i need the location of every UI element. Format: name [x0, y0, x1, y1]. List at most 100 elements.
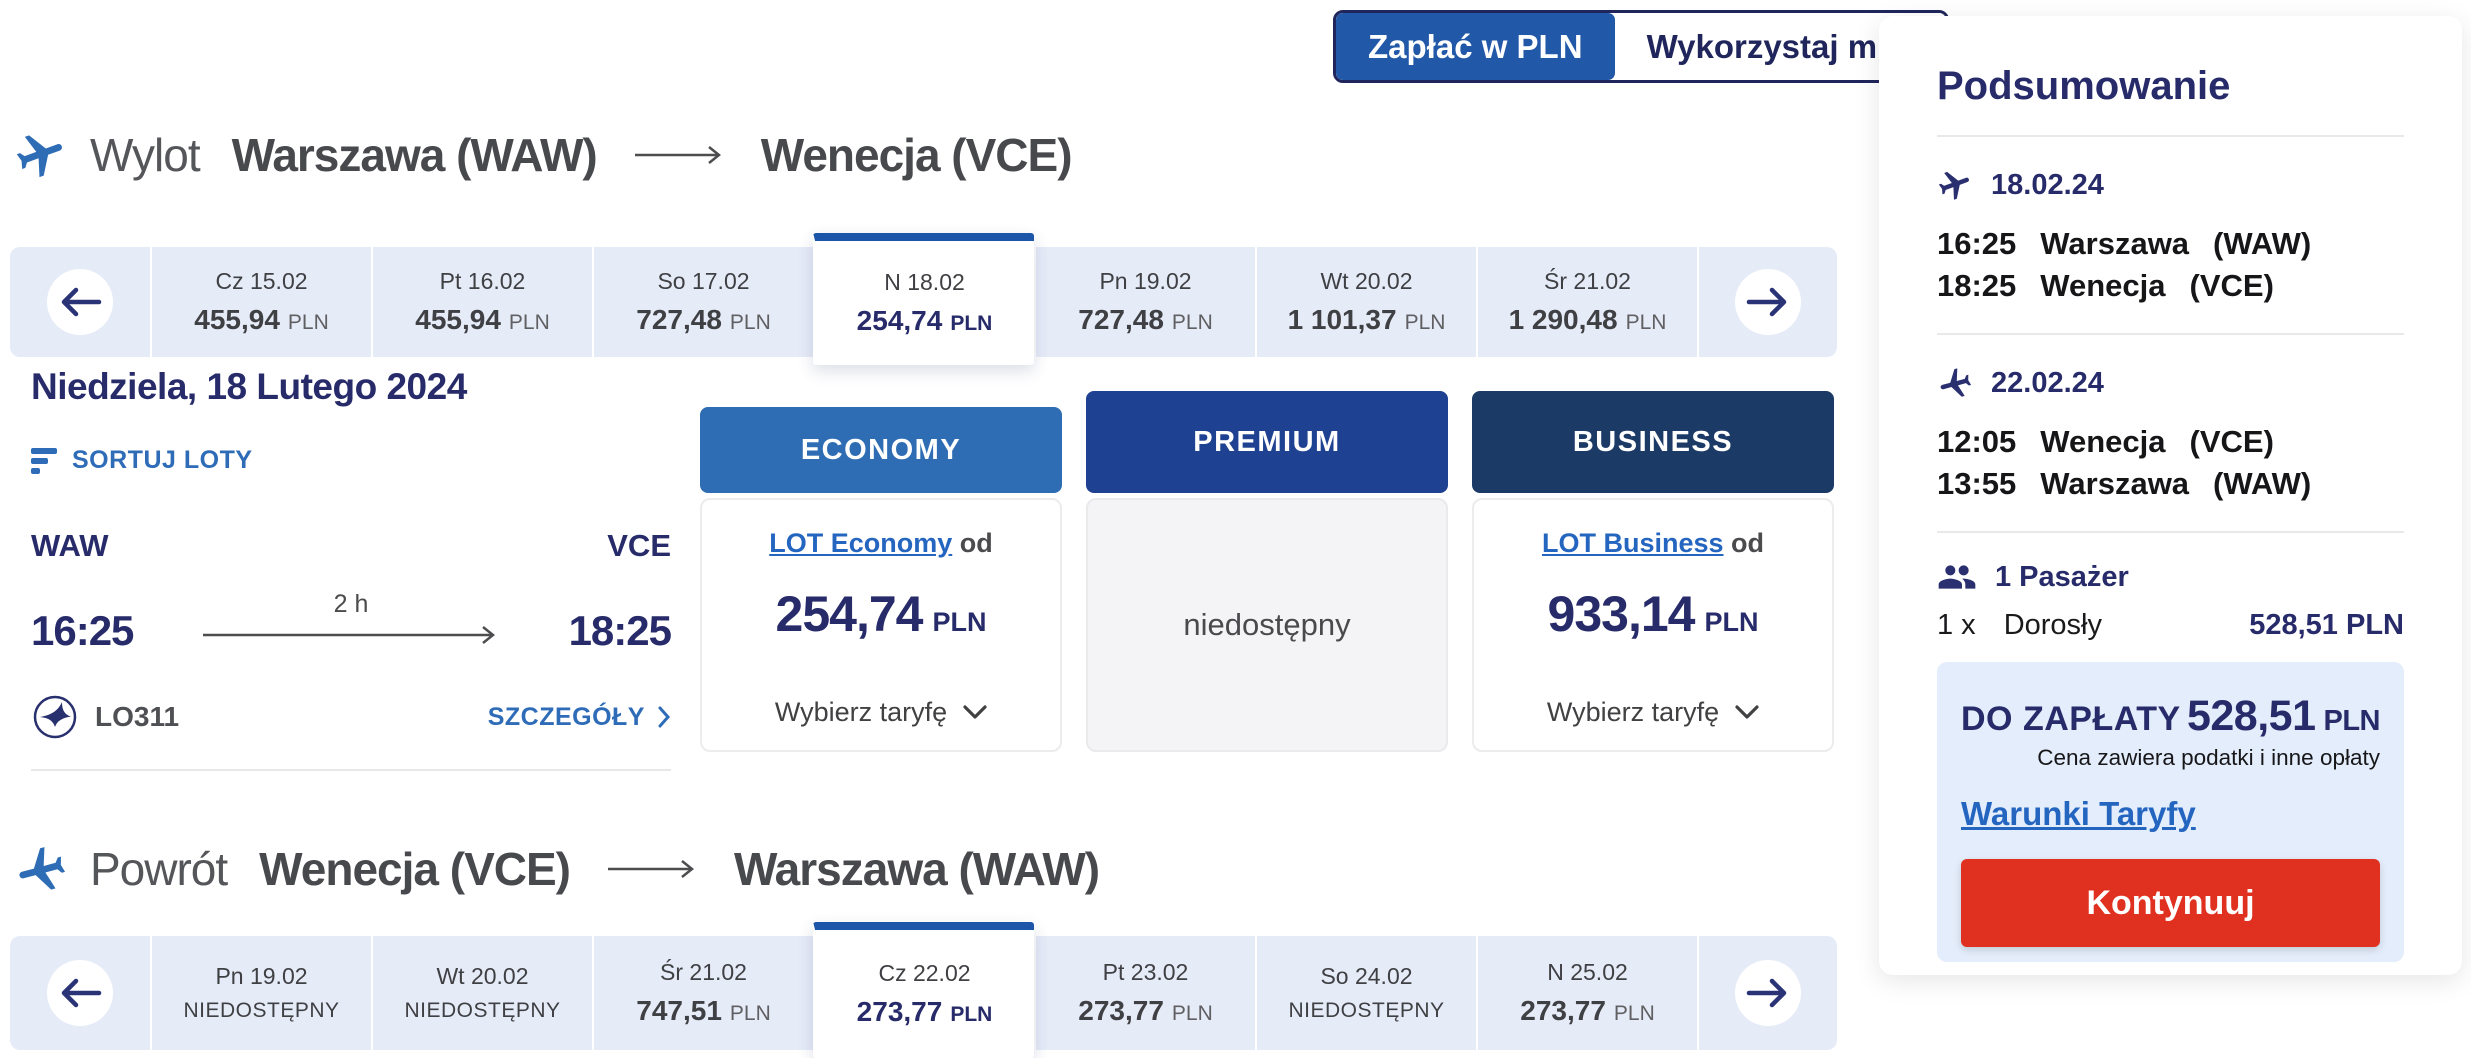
continue-button[interactable]: Kontynuuj: [1961, 859, 2380, 947]
route-arrow-icon: [634, 146, 721, 164]
carousel-prev-button[interactable]: [47, 960, 113, 1026]
fare-header-business: BUSINESS: [1472, 391, 1834, 493]
outbound-date-carousel: Cz 15.02 455,94 PLN Pt 16.02 455,94 PLN So…: [10, 233, 1837, 365]
carousel-prev-button[interactable]: [47, 269, 113, 335]
date-unavailable: NIEDOSTĘPNY: [183, 999, 340, 1022]
sort-flights-button[interactable]: SORTUJ LOTY: [31, 446, 253, 475]
passengers-icon: [1938, 565, 1976, 589]
date-price: 1 290,48 PLN: [1508, 304, 1667, 335]
date-price: 727,48 PLN: [636, 304, 771, 335]
outbound-origin: Warszawa (WAW): [231, 129, 598, 181]
divider: [1937, 333, 2404, 335]
carousel-next-icon: [1746, 978, 1787, 1008]
date-option[interactable]: So 17.02 727,48 PLN: [592, 247, 813, 357]
date-price: 273,77 PLN: [1078, 995, 1213, 1026]
departure-plane-icon: [1938, 171, 1969, 200]
passenger-price: 528,51 PLN: [2249, 609, 2404, 641]
destination-code: VCE: [607, 528, 671, 563]
date-option-selected[interactable]: N 18.02 254,74 PLN: [813, 233, 1034, 365]
sort-icon: [31, 447, 57, 474]
date-label: Wt 20.02: [436, 963, 529, 989]
date-label: Śr 21.02: [1544, 268, 1631, 294]
divider: [1937, 135, 2404, 137]
outbound-label: Wylot: [90, 129, 201, 181]
select-fare-button[interactable]: Wybierz taryfę: [1474, 697, 1832, 728]
date-option[interactable]: Pt 16.02 455,94 PLN: [371, 247, 592, 357]
fare-brand-link[interactable]: LOT Business: [1541, 528, 1724, 558]
date-label: N 18.02: [884, 269, 965, 295]
flight-number: LO311: [95, 701, 180, 732]
pay-in-pln-button[interactable]: Zapłać w PLN: [1336, 13, 1615, 80]
flight-card: WAW VCE 16:25 2 h 18:25 LO311 SZCZEGÓŁY: [31, 528, 672, 771]
summary-line: 16:25 Warszawa (WAW): [1937, 226, 2312, 261]
inbound-date: 22.02.24: [1991, 366, 2104, 399]
fare-conditions-link[interactable]: Warunki Taryfy: [1961, 795, 2196, 832]
date-label: So 24.02: [1320, 963, 1413, 989]
summary-inbound-segment: 22.02.24 12:05 Wenecja (VCE) 13:55 Warszawa…: [1937, 365, 2404, 505]
date-option[interactable]: Śr 21.02 747,51 PLN: [592, 936, 813, 1050]
currency-toggle: Zapłać w PLN Wykorzystaj mile: [1333, 10, 1949, 83]
arrival-plane-icon: [1940, 368, 1972, 397]
date-option-selected[interactable]: Cz 22.02 273,77 PLN: [813, 922, 1034, 1058]
fare-card-premium: PREMIUM niedostępny: [1086, 391, 1448, 752]
date-option[interactable]: Wt 20.02 1 101,37 PLN: [1255, 247, 1476, 357]
outbound-date: 18.02.24: [1991, 168, 2104, 201]
total-amount: 528,51 PLN: [2186, 692, 2381, 740]
date-price: 455,94 PLN: [415, 304, 550, 335]
divider: [1937, 531, 2404, 533]
date-option[interactable]: Śr 21.02 1 290,48 PLN: [1476, 247, 1697, 357]
summary-title: Podsumowanie: [1937, 64, 2231, 108]
select-fare-button[interactable]: Wybierz taryfę: [702, 697, 1060, 728]
total-label: DO ZAPŁATY: [1961, 700, 2181, 738]
date-price: 254,74 PLN: [856, 305, 993, 336]
passengers-count: 1 Pasażer: [1995, 560, 2129, 593]
chevron-down-icon: [1735, 705, 1759, 719]
date-price: 727,48 PLN: [1078, 304, 1213, 335]
date-option[interactable]: Pn 19.02 727,48 PLN: [1034, 247, 1255, 357]
outbound-destination: Wenecja (VCE): [760, 129, 1073, 181]
date-label: Pn 19.02: [1099, 268, 1192, 294]
date-option[interactable]: N 25.02 273,77 PLN: [1476, 936, 1697, 1050]
date-price: 1 101,37 PLN: [1287, 304, 1446, 335]
selected-date-heading: Niedziela, 18 Lutego 2024: [31, 366, 467, 407]
fare-price: 254,74 PLN: [775, 586, 987, 642]
date-label: Wt 20.02: [1320, 268, 1413, 294]
arrival-time: 18:25: [568, 607, 672, 654]
carousel-next-icon: [1746, 287, 1787, 317]
inbound-date-carousel: Pn 19.02 NIEDOSTĘPNY Wt 20.02 NIEDOSTĘPN…: [10, 922, 1837, 1058]
inbound-carousel-prev: [10, 936, 150, 1050]
carousel-next-button[interactable]: [1735, 269, 1801, 335]
summary-line: 18:25 Wenecja (VCE): [1937, 268, 2274, 303]
date-label: N 25.02: [1547, 959, 1628, 985]
flight-details-link[interactable]: SZCZEGÓŁY: [488, 703, 671, 732]
date-option-unavailable[interactable]: Pn 19.02 NIEDOSTĘPNY: [150, 936, 371, 1050]
sort-label: SORTUJ LOTY: [72, 446, 253, 474]
flight-duration: 2 h: [333, 590, 369, 618]
inbound-label: Powrót: [90, 843, 228, 895]
fare-header-economy: ECONOMY: [700, 407, 1062, 493]
taxes-note: Cena zawiera podatki i inne opłaty: [2037, 745, 2380, 770]
date-label: So 17.02: [657, 268, 750, 294]
date-option-unavailable[interactable]: So 24.02 NIEDOSTĘPNY: [1255, 936, 1476, 1050]
summary-panel: Podsumowanie 18.02.24 16:25 Warszawa (WAW)…: [1879, 16, 2462, 975]
payment-box: DO ZAPŁATY 528,51 PLN Cena zawiera podatk…: [1937, 662, 2404, 962]
date-unavailable: NIEDOSTĘPNY: [1288, 999, 1445, 1022]
date-option-unavailable[interactable]: Wt 20.02 NIEDOSTĘPNY: [371, 936, 592, 1050]
arrival-plane-icon: [19, 847, 66, 890]
outbound-carousel-prev: [10, 247, 150, 357]
date-label: Pn 19.02: [215, 963, 308, 989]
departure-time: 16:25: [31, 607, 134, 654]
passengers-section: 1 Pasażer 1 x Dorosły 528,51 PLN: [1937, 557, 2404, 642]
fare-brand-link[interactable]: LOT Economy: [769, 528, 953, 558]
date-label: Pt 16.02: [439, 268, 526, 294]
date-unavailable: NIEDOSTĘPNY: [404, 999, 561, 1022]
date-option[interactable]: Cz 15.02 455,94 PLN: [150, 247, 371, 357]
chevron-down-icon: [963, 705, 987, 719]
route-arrow-icon: [607, 860, 694, 878]
carousel-next-button[interactable]: [1735, 960, 1801, 1026]
date-option[interactable]: Pt 23.02 273,77 PLN: [1034, 936, 1255, 1050]
date-label: Śr 21.02: [660, 959, 747, 985]
fare-header-premium: PREMIUM: [1086, 391, 1448, 493]
date-label: Cz 15.02: [215, 268, 308, 294]
carousel-prev-icon: [61, 978, 102, 1008]
